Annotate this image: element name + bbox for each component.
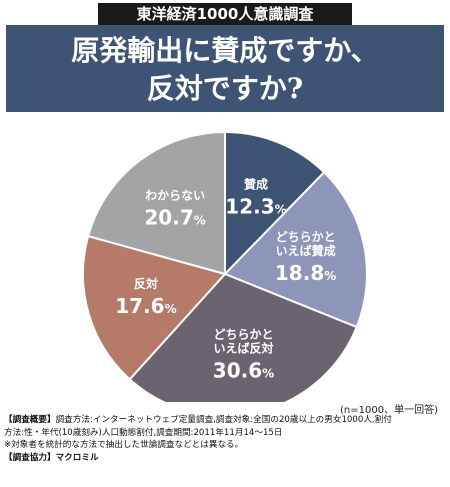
pie-slice-0 — [224, 130, 326, 277]
slice-value-1: 18.8% — [275, 261, 336, 285]
slice-label-3: 反対 — [134, 276, 158, 291]
pie-slice-2 — [128, 272, 359, 402]
slice-value-0: 12.3% — [225, 195, 286, 219]
slice-value-4: 20.7% — [144, 205, 205, 229]
slice-label-0: 賛成 — [244, 177, 268, 192]
chart-title: 原発輸出に賛成ですか、 反対ですか? — [71, 34, 379, 105]
sample-note: (n=1000、単一回答) — [340, 405, 438, 416]
title-banner: 原発輸出に賛成ですか、 反対ですか? — [6, 25, 444, 112]
slice-label-1: どちらかといえば賛成 — [276, 230, 336, 258]
slice-value-2: 30.6% — [213, 358, 274, 382]
overview-text-3: ※対象者を統計的な方法で抽出した世論調査などとは異なる。 — [4, 440, 244, 451]
slice-label-2: どちらかといえば反対 — [213, 327, 273, 355]
slice-value-3: 17.6% — [115, 294, 176, 318]
survey-footer: 【調査概要】調査方法:インターネットウェブ定量調査,調査対象:全国の20歳以上の… — [4, 414, 446, 464]
overview-text-2: 方法:性・年代(10歳刻み)人口動態割付,調査期間:2011年11月14〜15日 — [4, 427, 283, 438]
survey-series-tag: 東洋経済1000人意識調査 — [98, 3, 352, 25]
cooperation-text: マクロミル — [55, 452, 99, 463]
pie-slice-3 — [82, 234, 227, 381]
cooperation-label: 【調査協力】 — [4, 452, 56, 463]
pie-chart: 賛成 12.3% どちらかといえば賛成 18.8% どちらかといえば反対 30.6% 反対 1… — [82, 130, 368, 402]
pie-slice-4 — [86, 130, 226, 276]
slice-label-4: わからない — [145, 188, 205, 202]
overview-label: 【調査概要】 — [4, 415, 56, 425]
overview-text-1: 調査方法:インターネットウェブ定量調査,調査対象:全国の20歳以上の男女1000… — [55, 415, 392, 425]
pie-slice-1 — [223, 170, 368, 329]
